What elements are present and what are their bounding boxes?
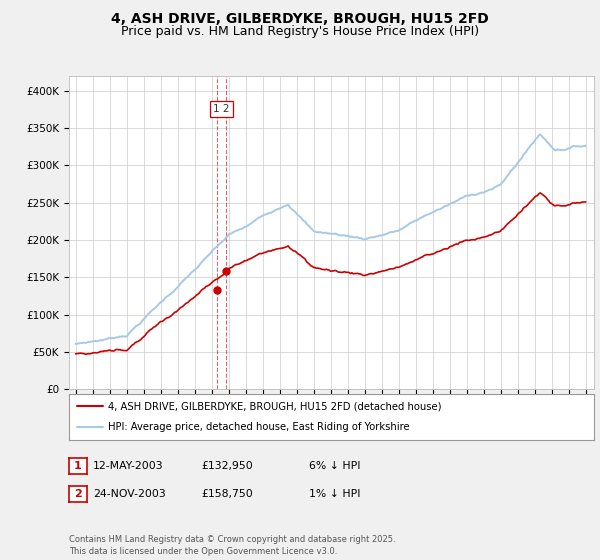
- Text: 4, ASH DRIVE, GILBERDYKE, BROUGH, HU15 2FD (detached house): 4, ASH DRIVE, GILBERDYKE, BROUGH, HU15 2…: [109, 401, 442, 411]
- Text: 1 2: 1 2: [214, 104, 230, 114]
- Text: 1% ↓ HPI: 1% ↓ HPI: [309, 489, 361, 499]
- Text: £132,950: £132,950: [201, 461, 253, 471]
- Text: 24-NOV-2003: 24-NOV-2003: [93, 489, 166, 499]
- Text: 1: 1: [74, 461, 82, 471]
- Text: 2: 2: [74, 489, 82, 499]
- Text: Contains HM Land Registry data © Crown copyright and database right 2025.
This d: Contains HM Land Registry data © Crown c…: [69, 535, 395, 556]
- Text: HPI: Average price, detached house, East Riding of Yorkshire: HPI: Average price, detached house, East…: [109, 422, 410, 432]
- Text: Price paid vs. HM Land Registry's House Price Index (HPI): Price paid vs. HM Land Registry's House …: [121, 25, 479, 38]
- Text: 12-MAY-2003: 12-MAY-2003: [93, 461, 164, 471]
- Text: 6% ↓ HPI: 6% ↓ HPI: [309, 461, 361, 471]
- Text: 4, ASH DRIVE, GILBERDYKE, BROUGH, HU15 2FD: 4, ASH DRIVE, GILBERDYKE, BROUGH, HU15 2…: [111, 12, 489, 26]
- Text: £158,750: £158,750: [201, 489, 253, 499]
